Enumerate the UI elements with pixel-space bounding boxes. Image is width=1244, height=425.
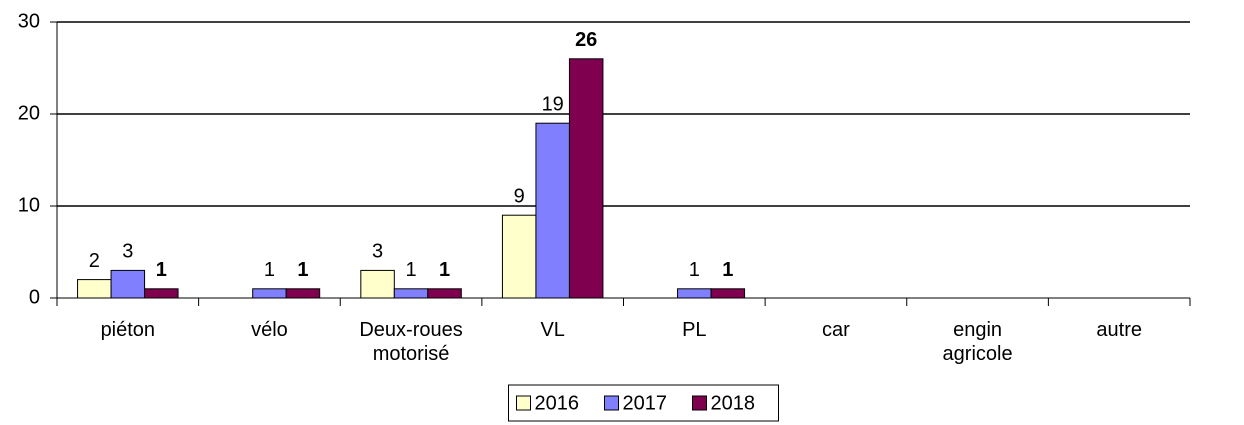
bar <box>427 288 462 299</box>
data-label: 3 <box>372 241 383 263</box>
legend-swatch <box>692 395 707 411</box>
x-tick-label: VL <box>540 319 565 341</box>
bar <box>77 279 112 299</box>
legend-swatch <box>604 395 619 411</box>
bar <box>285 288 321 299</box>
legend-label: 2018 <box>711 392 756 414</box>
data-label: 1 <box>156 259 167 281</box>
bar <box>110 269 146 299</box>
x-tick-label: autre <box>1096 319 1142 341</box>
y-tick-label: 10 <box>18 194 40 216</box>
x-tick-label: engin agricole <box>942 319 1013 365</box>
y-tick-label: 20 <box>18 102 40 124</box>
bar <box>710 288 746 299</box>
data-label: 19 <box>542 93 564 115</box>
bar <box>568 58 604 299</box>
x-tick-label: PL <box>682 319 707 341</box>
bar <box>501 214 537 299</box>
data-label: 2 <box>89 250 100 272</box>
bar <box>360 269 395 299</box>
legend-label: 2017 <box>623 392 668 414</box>
y-tick-label: 30 <box>18 10 40 32</box>
data-label: 1 <box>689 259 700 281</box>
data-label: 1 <box>264 259 275 281</box>
data-label: 1 <box>406 259 417 281</box>
x-tick-label: vélo <box>251 319 288 341</box>
legend-swatch <box>516 395 531 411</box>
y-tick-label: 0 <box>29 286 40 308</box>
data-label: 3 <box>122 241 133 263</box>
bar <box>535 122 570 299</box>
bar <box>393 288 429 299</box>
bar <box>252 288 287 299</box>
legend-box <box>508 384 779 422</box>
legend-label: 2016 <box>535 392 580 414</box>
x-tick-label: car <box>822 319 850 341</box>
x-tick-label: piéton <box>100 319 156 341</box>
bar <box>677 288 712 299</box>
data-label: 1 <box>722 259 733 281</box>
bar <box>144 288 179 299</box>
data-label: 1 <box>439 259 450 281</box>
data-label: 26 <box>575 29 597 51</box>
x-tick-label: Deux-roues motorisé <box>359 319 463 365</box>
data-label: 9 <box>514 185 525 207</box>
data-label: 1 <box>297 259 308 281</box>
